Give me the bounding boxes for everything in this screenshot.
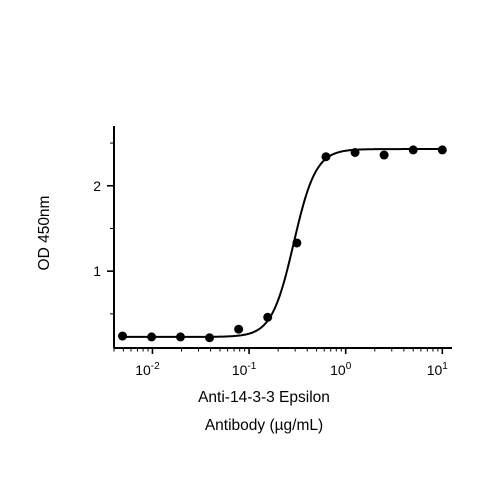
data-point: [321, 152, 331, 162]
x-axis-title-line-1: Anti-14-3-3 Epsilon: [198, 389, 330, 406]
x-tick-label: 10-2: [135, 361, 160, 378]
data-point: [175, 332, 185, 342]
data-point: [263, 312, 273, 322]
data-point: [437, 145, 447, 155]
data-point: [408, 145, 418, 155]
data-point: [118, 331, 128, 341]
y-tick-label: 2: [93, 178, 101, 194]
data-point: [379, 150, 389, 160]
data-point: [205, 333, 215, 343]
x-tick-label: 10-1: [232, 361, 257, 378]
data-point: [292, 238, 302, 248]
plot-area: 10-2 10-1 100 101 1 2: [93, 126, 452, 378]
y-axis-title: OD 450nm: [36, 196, 53, 271]
data-point: [147, 332, 157, 342]
x-axis-title-line-2: Antibody (µg/mL): [205, 417, 323, 434]
x-tick-label: 100: [330, 361, 352, 378]
data-point: [350, 147, 360, 157]
fit-curve: [122, 148, 443, 338]
data-point: [234, 324, 244, 334]
x-tick-label: 101: [427, 361, 449, 378]
y-tick-label: 1: [93, 263, 101, 279]
